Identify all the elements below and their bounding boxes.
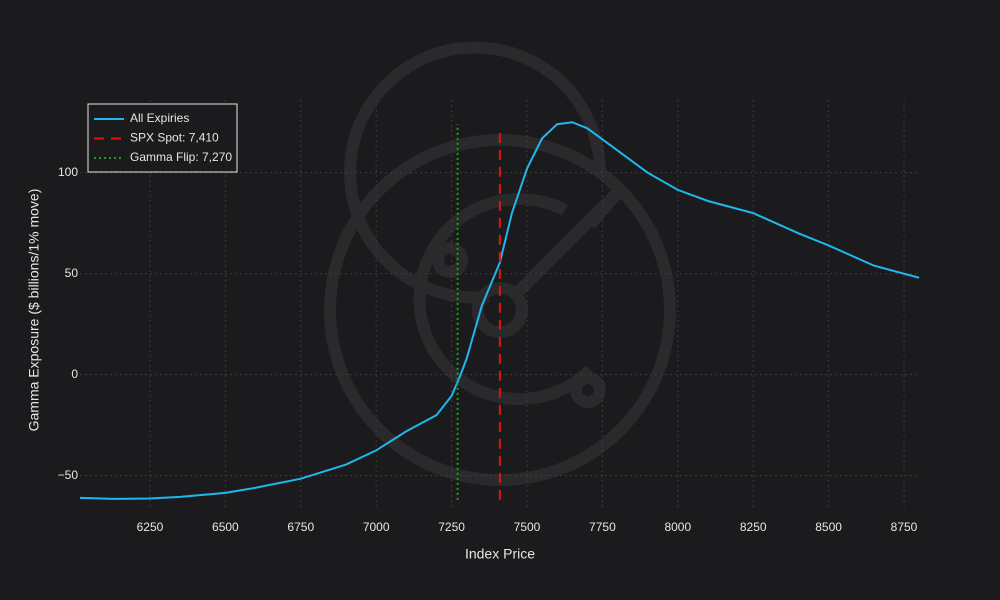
- x-tick-label: 7250: [438, 520, 465, 534]
- legend-label: All Expiries: [130, 111, 189, 125]
- x-tick-label: 8500: [815, 520, 842, 534]
- y-axis-title: Gamma Exposure ($ billions/1% move): [26, 189, 42, 432]
- x-tick-label: 6750: [287, 520, 314, 534]
- x-tick-label: 7500: [514, 520, 541, 534]
- legend-label: Gamma Flip: 7,270: [130, 150, 232, 164]
- x-tick-label: 6250: [137, 520, 164, 534]
- x-tick-label: 8250: [740, 520, 767, 534]
- x-axis-title: Index Price: [465, 546, 535, 562]
- legend-label: SPX Spot: 7,410: [130, 131, 219, 145]
- series-line: [79, 121, 920, 500]
- x-tick-label: 6500: [212, 520, 239, 534]
- y-tick-label: 50: [65, 266, 79, 280]
- x-tick-label: 8000: [664, 520, 691, 534]
- x-tick-label: 7000: [363, 520, 390, 534]
- y-tick-label: 0: [71, 367, 78, 381]
- x-tick-label: 8750: [891, 520, 918, 534]
- y-tick-label: 100: [58, 165, 78, 179]
- y-tick-label: −50: [58, 468, 79, 482]
- x-tick-label: 7750: [589, 520, 616, 534]
- legend: All Expiries SPX Spot: 7,410 Gamma Flip: 7…: [87, 103, 238, 173]
